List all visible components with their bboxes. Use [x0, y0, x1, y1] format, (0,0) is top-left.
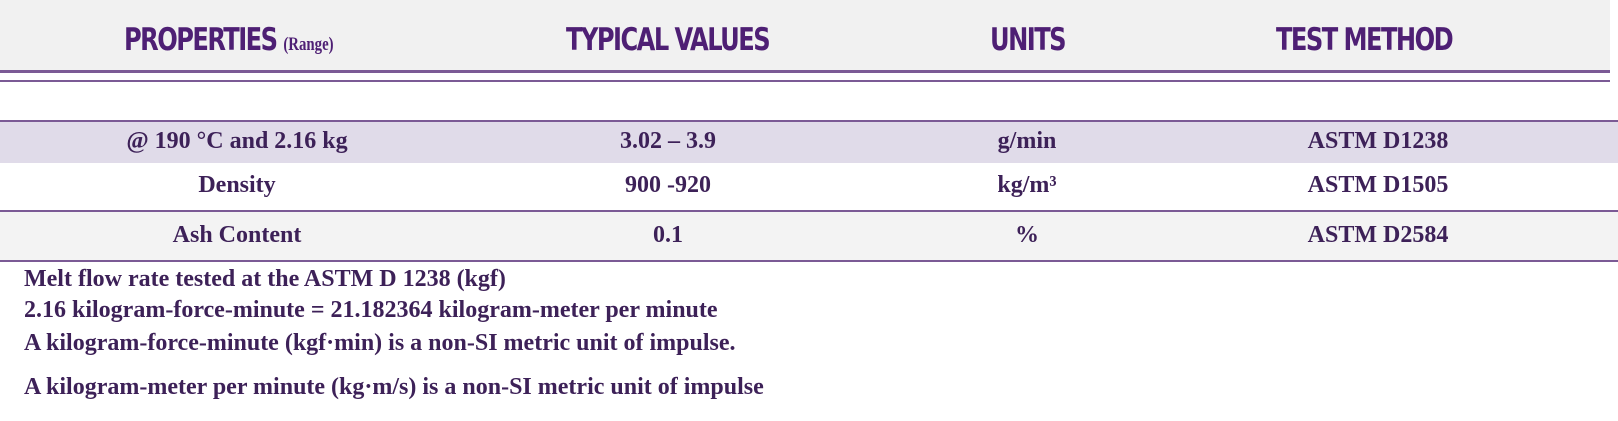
row-rule-1	[0, 120, 1618, 122]
row-rule-2	[0, 210, 1618, 212]
cell-typical-value: 3.02 – 3.9	[620, 128, 716, 154]
header-units: UNITS	[990, 22, 1067, 58]
header-properties-range: (Range)	[283, 34, 334, 55]
cell-property: Density	[198, 172, 276, 198]
cell-property: @ 190 °C and 2.16 kg	[126, 128, 348, 154]
cell-unit: kg/m³	[997, 172, 1057, 198]
cell-test-method: ASTM D1238	[1307, 128, 1449, 154]
note-line: A kilogram-meter per minute (kg·m/s) is …	[24, 374, 764, 400]
header-properties-label: PROPERTIES	[124, 22, 278, 58]
cell-typical-value: 0.1	[653, 222, 683, 248]
note-line: Melt flow rate tested at the ASTM D 1238…	[24, 266, 506, 292]
row-rule-3	[0, 260, 1618, 262]
cell-unit: %	[1015, 222, 1039, 248]
header-properties: PROPERTIES (Range)	[124, 22, 334, 58]
header-rule-bottom	[0, 80, 1610, 82]
row-highlight-band	[0, 121, 1618, 163]
cell-unit: g/min	[997, 128, 1057, 154]
table-header-band	[0, 0, 1610, 71]
cell-typical-value: 900 -920	[625, 172, 711, 198]
cell-test-method: ASTM D2584	[1307, 222, 1449, 248]
row-light-band	[0, 212, 1618, 260]
cell-test-method: ASTM D1505	[1307, 172, 1449, 198]
header-typical-values: TYPICAL VALUES	[566, 22, 771, 58]
note-line: A kilogram-force-minute (kgf·min) is a n…	[24, 330, 736, 356]
note-line: 2.16 kilogram-force-minute = 21.182364 k…	[24, 297, 718, 323]
header-rule-top	[0, 70, 1610, 73]
cell-property: Ash Content	[172, 222, 302, 248]
header-test-method: TEST METHOD	[1276, 22, 1454, 58]
